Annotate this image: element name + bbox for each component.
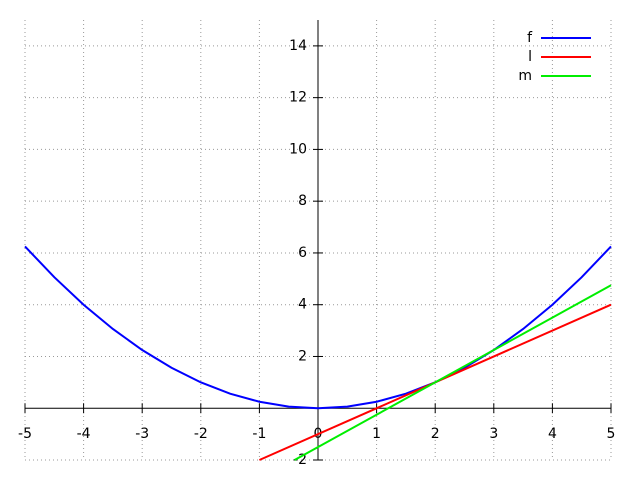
- x-tick-label: 5: [607, 426, 616, 442]
- y-tick-label: 12: [289, 90, 307, 106]
- y-tick-label: 14: [289, 38, 307, 54]
- y-tick-label: 2: [298, 348, 307, 364]
- x-tick-label: 1: [372, 426, 381, 442]
- x-tick-label: 3: [489, 426, 498, 442]
- legend-label: m: [518, 68, 532, 84]
- x-tick-label: -2: [194, 426, 208, 442]
- x-tick-label: 4: [548, 426, 557, 442]
- series-line: [24, 245, 612, 410]
- y-tick-label: 6: [298, 245, 307, 261]
- legend-label: l: [528, 49, 532, 65]
- x-tick-label: -5: [18, 426, 32, 442]
- legend-label: f: [527, 30, 533, 46]
- series-line: [294, 284, 612, 461]
- y-tick-label: 10: [289, 141, 307, 157]
- x-tick-label: -1: [252, 426, 266, 442]
- y-tick-label: 8: [298, 193, 307, 209]
- y-tick-label: 4: [298, 297, 307, 313]
- x-tick-label: -4: [77, 426, 91, 442]
- x-tick-label: -3: [135, 426, 149, 442]
- x-tick-label: 2: [431, 426, 440, 442]
